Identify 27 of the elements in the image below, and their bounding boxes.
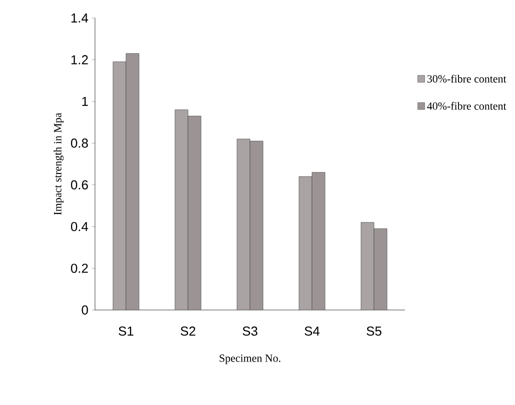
bar (360, 222, 374, 310)
bar (250, 140, 264, 310)
y-tick-label: 0.6 (70, 180, 88, 190)
bar (174, 110, 188, 310)
y-tick-label: 1 (82, 96, 88, 106)
y-tick-label: 0 (82, 305, 88, 315)
y-tick-label: 1.4 (71, 14, 88, 22)
x-tick-label: S1 (118, 326, 134, 336)
bar (298, 176, 312, 310)
x-tick-label: S2 (180, 326, 196, 336)
y-axis-title: Impact strength in Mpa (54, 112, 64, 215)
x-tick-label: S5 (366, 326, 382, 336)
bar (112, 62, 126, 310)
x-tick-label: S4 (304, 326, 320, 336)
y-tick-label: 1.2 (71, 55, 88, 64)
bar (374, 228, 388, 310)
x-axis-title: Specimen No. (220, 354, 280, 364)
y-tick-label: 0.4 (70, 222, 88, 232)
legend-label: 40%-fibre content (427, 102, 506, 110)
x-tick-label: S3 (242, 326, 258, 336)
legend-label: 30%-fibre content (427, 74, 506, 83)
y-tick-label: 0.2 (70, 264, 88, 273)
bar (312, 172, 326, 310)
bar (236, 138, 250, 310)
bar (188, 116, 202, 310)
bar (126, 53, 140, 310)
y-tick-label: 0.8 (70, 138, 88, 148)
